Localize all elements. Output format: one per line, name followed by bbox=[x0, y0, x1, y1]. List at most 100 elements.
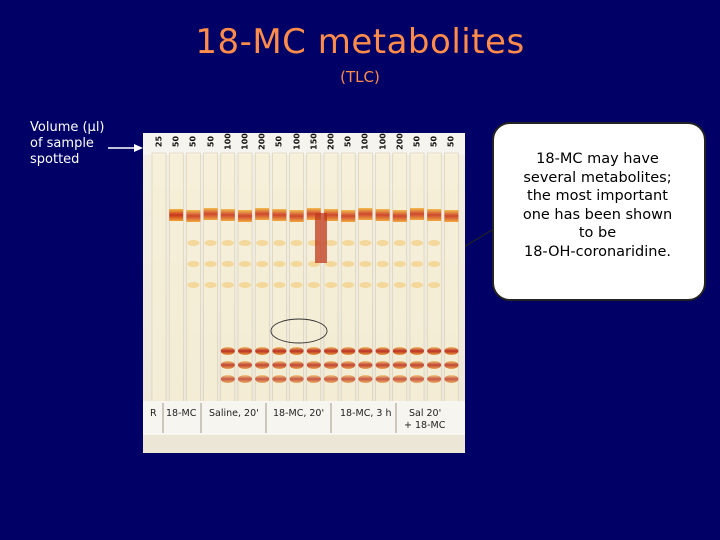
tlc-spot bbox=[410, 375, 424, 383]
tlc-spot bbox=[307, 282, 320, 288]
tlc-spot bbox=[273, 261, 286, 267]
tlc-spot bbox=[306, 361, 321, 369]
tlc-spot bbox=[428, 240, 441, 246]
callout-box bbox=[492, 122, 706, 301]
volume-label-line: Volume (µl) bbox=[30, 120, 105, 135]
tlc-spot bbox=[427, 361, 442, 369]
plate-label-18mc-3h: 18-MC, 3 h bbox=[340, 408, 392, 419]
tlc-spot bbox=[204, 261, 217, 267]
tlc-spot bbox=[427, 347, 442, 355]
tlc-band bbox=[220, 209, 235, 221]
tlc-spot bbox=[238, 347, 252, 355]
tlc-spot bbox=[324, 375, 338, 383]
lane-volume-label: 100 bbox=[240, 133, 250, 150]
tlc-spot bbox=[393, 282, 406, 288]
tlc-spot bbox=[289, 361, 304, 369]
lane-volume-label: 100 bbox=[223, 133, 233, 150]
tlc-spot bbox=[393, 261, 406, 267]
tlc-spot bbox=[239, 261, 251, 267]
plate-label-18mc-20: 18-MC, 20' bbox=[273, 408, 325, 419]
tlc-spot bbox=[238, 361, 252, 369]
tlc-spot bbox=[392, 347, 407, 355]
tlc-band bbox=[272, 209, 287, 221]
plate-label-saline: Saline, 20' bbox=[209, 408, 259, 419]
tlc-spot bbox=[256, 261, 269, 267]
tlc-spot bbox=[325, 282, 337, 288]
tlc-band bbox=[315, 213, 327, 263]
tlc-band bbox=[186, 210, 201, 222]
tlc-spot bbox=[273, 240, 286, 246]
lane-volume-label: 200 bbox=[326, 133, 336, 150]
tlc-spot bbox=[342, 282, 355, 288]
tlc-band bbox=[169, 209, 184, 221]
tlc-spot bbox=[272, 347, 287, 355]
tlc-band bbox=[427, 209, 442, 221]
tlc-spot bbox=[239, 240, 251, 246]
lane-volume-label: 50 bbox=[171, 135, 181, 148]
tlc-band bbox=[324, 209, 338, 221]
tlc-spot bbox=[427, 375, 442, 383]
tlc-spot bbox=[289, 347, 304, 355]
tlc-spot bbox=[359, 240, 372, 246]
tlc-spot bbox=[342, 240, 355, 246]
tlc-spot bbox=[187, 282, 200, 288]
tlc-band bbox=[358, 208, 373, 220]
tlc-spot bbox=[392, 361, 407, 369]
tlc-spot bbox=[290, 261, 303, 267]
tlc-spot bbox=[221, 240, 234, 246]
tlc-spot bbox=[428, 282, 441, 288]
tlc-spot bbox=[444, 361, 459, 369]
tlc-spot bbox=[220, 361, 235, 369]
tlc-spot bbox=[306, 347, 321, 355]
lane-volume-label: 200 bbox=[257, 133, 267, 150]
tlc-spot bbox=[375, 375, 390, 383]
volume-label-line: spotted bbox=[30, 152, 80, 167]
tlc-spot bbox=[358, 375, 373, 383]
plate-lane bbox=[186, 152, 201, 404]
callout-line: the most important bbox=[527, 188, 668, 204]
tlc-spot bbox=[290, 240, 303, 246]
plate-lane bbox=[151, 152, 167, 404]
tlc-spot bbox=[272, 361, 287, 369]
tlc-band bbox=[203, 208, 218, 220]
tlc-spot bbox=[187, 240, 200, 246]
tlc-spot bbox=[359, 261, 372, 267]
lane-volume-label: 100 bbox=[378, 133, 388, 150]
tlc-spot bbox=[341, 361, 356, 369]
lane-volume-label: 50 bbox=[206, 135, 216, 148]
tlc-spot bbox=[204, 282, 217, 288]
tlc-spot bbox=[289, 375, 304, 383]
lane-volume-label: 50 bbox=[343, 135, 353, 148]
tlc-spot bbox=[375, 347, 390, 355]
plate-lane bbox=[203, 152, 218, 404]
tlc-spot bbox=[428, 261, 441, 267]
tlc-spot bbox=[204, 240, 217, 246]
callout-text: 18-MC may have several metabolites; the … bbox=[500, 150, 695, 261]
tlc-spot bbox=[341, 375, 356, 383]
tlc-spot bbox=[238, 375, 252, 383]
tlc-band bbox=[289, 210, 304, 222]
callout-line: 18-MC may have bbox=[536, 151, 659, 167]
tlc-spot bbox=[342, 261, 355, 267]
tlc-spot bbox=[255, 361, 270, 369]
tlc-spot bbox=[290, 282, 303, 288]
tlc-spot bbox=[325, 261, 337, 267]
tlc-spot bbox=[410, 361, 424, 369]
tlc-spot bbox=[272, 375, 287, 383]
callout-line: to be bbox=[578, 225, 617, 241]
plate-label-standard: 18-MC bbox=[166, 408, 197, 419]
tlc-plate-image bbox=[143, 133, 465, 453]
tlc-spot bbox=[239, 282, 251, 288]
tlc-spot bbox=[359, 282, 372, 288]
plate-lane bbox=[168, 152, 184, 404]
tlc-spot bbox=[220, 375, 235, 383]
tlc-spot bbox=[358, 361, 373, 369]
volume-label-line: of sample bbox=[30, 136, 94, 151]
tlc-spot bbox=[376, 282, 389, 288]
tlc-spot bbox=[255, 375, 270, 383]
tlc-spot bbox=[325, 240, 337, 246]
volume-label: Volume (µl) of sample spotted bbox=[30, 120, 120, 168]
tlc-band bbox=[392, 210, 407, 222]
callout-line: 18-OH-coronaridine. bbox=[523, 243, 671, 260]
tlc-band bbox=[341, 210, 356, 222]
